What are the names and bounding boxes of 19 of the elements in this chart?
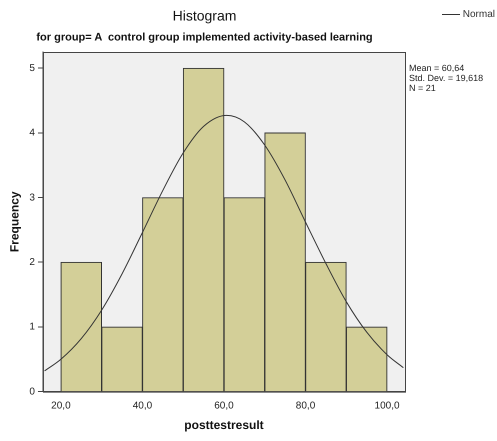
x-tick-label: 40,0 [132, 400, 153, 412]
x-tick-label: 80,0 [296, 400, 316, 412]
y-tick-label: 4 [29, 128, 36, 139]
x-axis-title: posttestresult [184, 418, 264, 432]
chart-title: Histogram [172, 7, 236, 24]
text: Mean = 60,64 [409, 62, 464, 73]
x-tick-label: 60,0 [214, 400, 234, 412]
x-tick-label: 20,0 [51, 400, 72, 412]
text: Std. Dev. = 19,618 [409, 72, 484, 83]
y-axis-title: Frequency [8, 191, 22, 252]
y-tick-label: 0 [29, 386, 36, 398]
y-tick-label: 2 [29, 256, 36, 268]
x-tick-label: 100,0 [374, 400, 400, 412]
y-tick-label: 1 [29, 322, 36, 333]
text: N = 21 [409, 82, 436, 93]
chart-subtitle: for group= A control group implemented activity-based learning [36, 31, 373, 44]
legend-label: Normal [462, 9, 495, 20]
y-tick-label: 5 [29, 62, 36, 74]
y-tick-label: 3 [29, 192, 36, 204]
